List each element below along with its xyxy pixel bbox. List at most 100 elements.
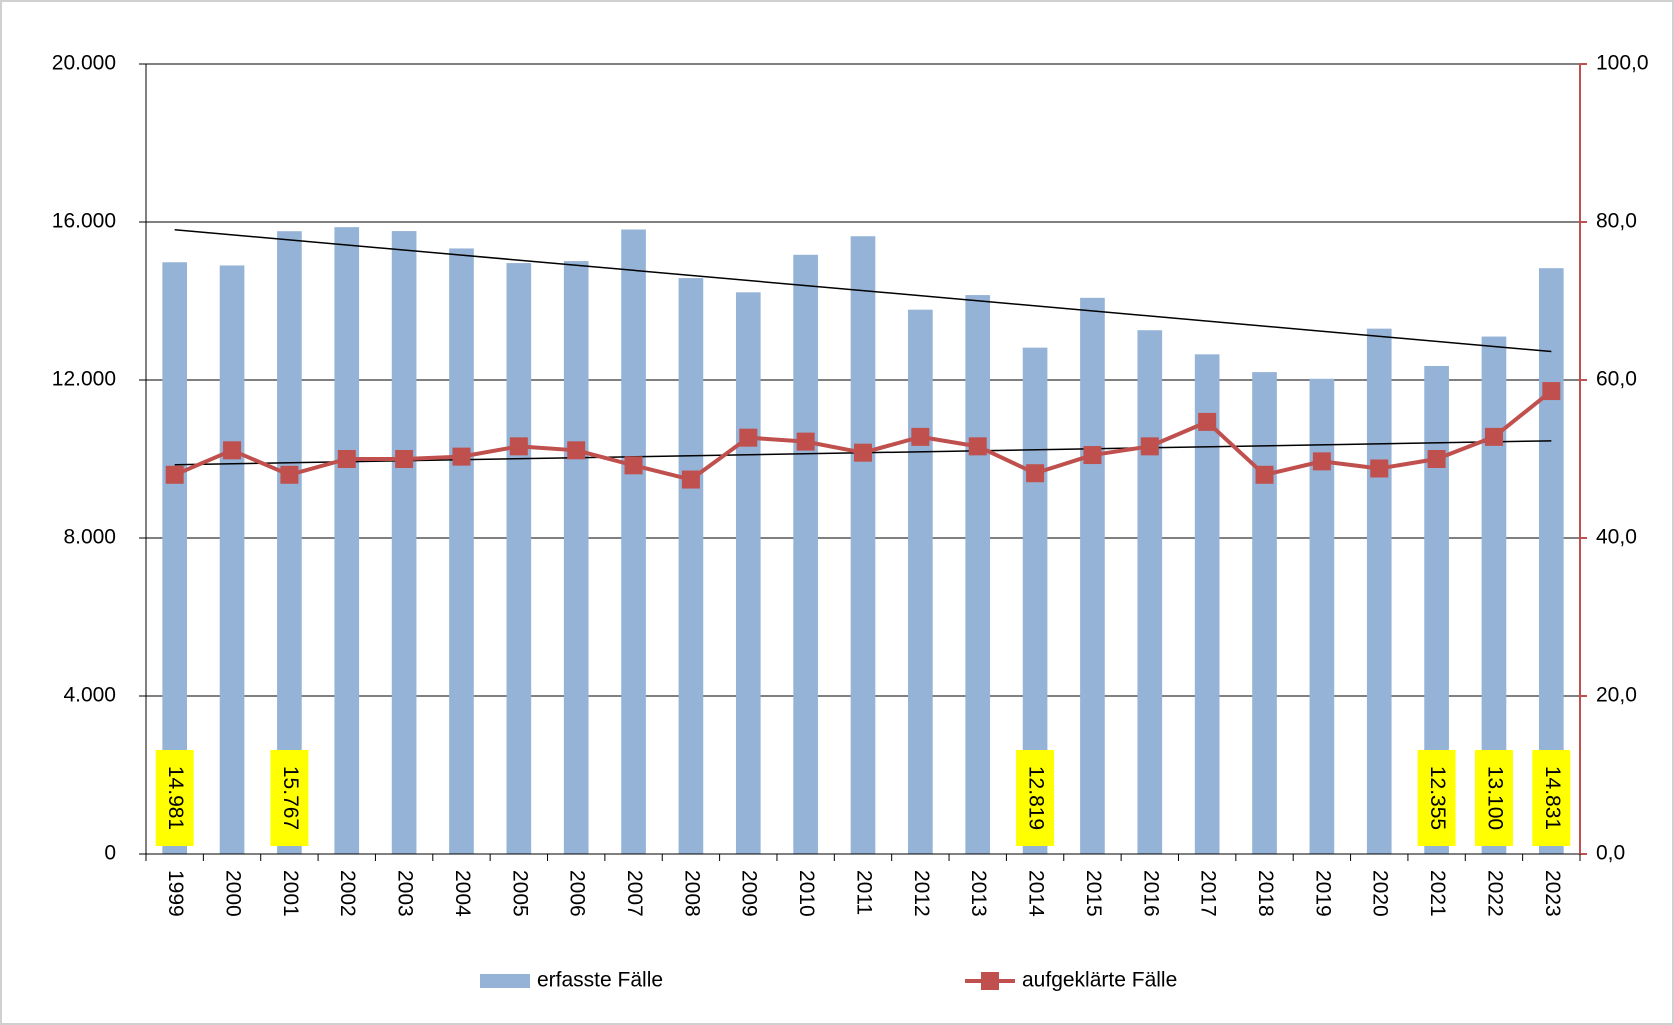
trendline [174,228,1552,353]
y2-tick-label: 40,0 [1596,526,1637,549]
bar [334,227,360,854]
x-tick-label: 2002 [336,870,359,917]
value-label: 14.831 [1541,766,1564,830]
y-tick-label: 20.000 [52,52,116,75]
x-tick-label: 2010 [795,870,818,917]
bar [735,292,761,854]
bar [965,295,991,854]
marker [1026,464,1045,483]
bar [1080,297,1105,855]
legend-label: aufgeklärte Fälle [1022,969,1177,992]
marker [567,441,586,460]
value-label-bg [1532,750,1571,846]
x-tick-label: 2019 [1311,870,1334,917]
value-label: 12.355 [1426,766,1449,830]
marker [1083,446,1102,465]
bar [506,263,532,855]
value-label: 13.100 [1483,766,1506,830]
marker [854,443,872,462]
marker [1198,412,1217,431]
marker [395,450,414,468]
x-tick-label: 2022 [1483,870,1506,917]
x-tick-label: 2007 [623,870,646,917]
marker [337,450,356,468]
marker [1140,437,1159,456]
marker [1542,382,1561,401]
x-tick-label: 2000 [221,870,244,917]
y2-tick-label: 60,0 [1596,368,1637,391]
marker [796,432,815,451]
x-tick-label: 2012 [910,870,933,917]
value-label-bg [155,750,194,846]
x-tick-label: 2021 [1426,870,1449,917]
marker [681,470,700,489]
legend-marker [981,972,999,990]
y-tick-label: 4.000 [63,684,116,707]
bar [449,248,474,855]
x-tick-label: 2003 [394,870,417,917]
x-tick-label: 2006 [566,870,589,917]
y-tick-label: 8.000 [63,526,116,549]
marker [911,427,930,446]
x-tick-label: 2016 [1139,870,1162,917]
bar [563,261,589,855]
bar [391,231,417,854]
marker [165,465,184,484]
x-tick-label: 2005 [508,870,531,917]
marker [968,437,987,456]
y2-tick-label: 0,0 [1596,842,1625,865]
legend-swatch [480,974,530,988]
x-tick-label: 2017 [1197,870,1220,917]
marker [1255,465,1274,484]
y-tick-label: 12.000 [52,368,116,391]
value-label: 14.981 [164,766,187,830]
x-tick-label: 2020 [1369,870,1392,917]
marker [509,437,528,456]
marker [1312,452,1331,471]
bar [219,265,245,854]
x-tick-label: 2004 [451,870,474,917]
x-tick-label: 2015 [1082,870,1105,917]
marker [223,441,242,460]
marker [280,465,299,484]
y2-tick-label: 100,0 [1596,52,1649,75]
x-tick-label: 2013 [967,870,990,917]
marker [624,456,643,475]
value-label-bg [270,750,309,846]
bar [1309,378,1335,854]
bar [1366,328,1392,854]
y2-tick-label: 80,0 [1596,210,1637,233]
bar [1252,372,1277,854]
marker [739,428,758,447]
x-tick-label: 2023 [1541,870,1564,917]
x-tick-label: 2009 [738,870,761,917]
marker [1427,450,1446,468]
bar [908,309,933,854]
value-label-bg [1417,750,1456,846]
x-tick-label: 2001 [279,870,302,917]
x-tick-label: 2008 [680,870,703,917]
x-tick-label: 1999 [164,870,187,917]
x-tick-label: 2011 [852,870,875,915]
marker [1484,427,1503,446]
bar [621,229,646,854]
bar [850,236,876,855]
marker [452,447,471,466]
value-label: 12.819 [1025,766,1048,830]
y-tick-label: 16.000 [52,210,116,233]
marker [1370,459,1389,478]
legend-label: erfasste Fälle [537,969,663,992]
bar [1194,354,1220,854]
x-tick-label: 2018 [1254,870,1277,917]
y2-tick-label: 20,0 [1596,684,1637,707]
x-tick-label: 2014 [1025,870,1048,917]
bar [793,254,818,854]
value-label: 15.767 [279,766,302,830]
bar [678,278,704,855]
y-tick-label: 0 [104,842,116,865]
bar [1137,330,1163,855]
value-label-bg [1474,750,1513,846]
value-label-bg [1016,750,1055,846]
